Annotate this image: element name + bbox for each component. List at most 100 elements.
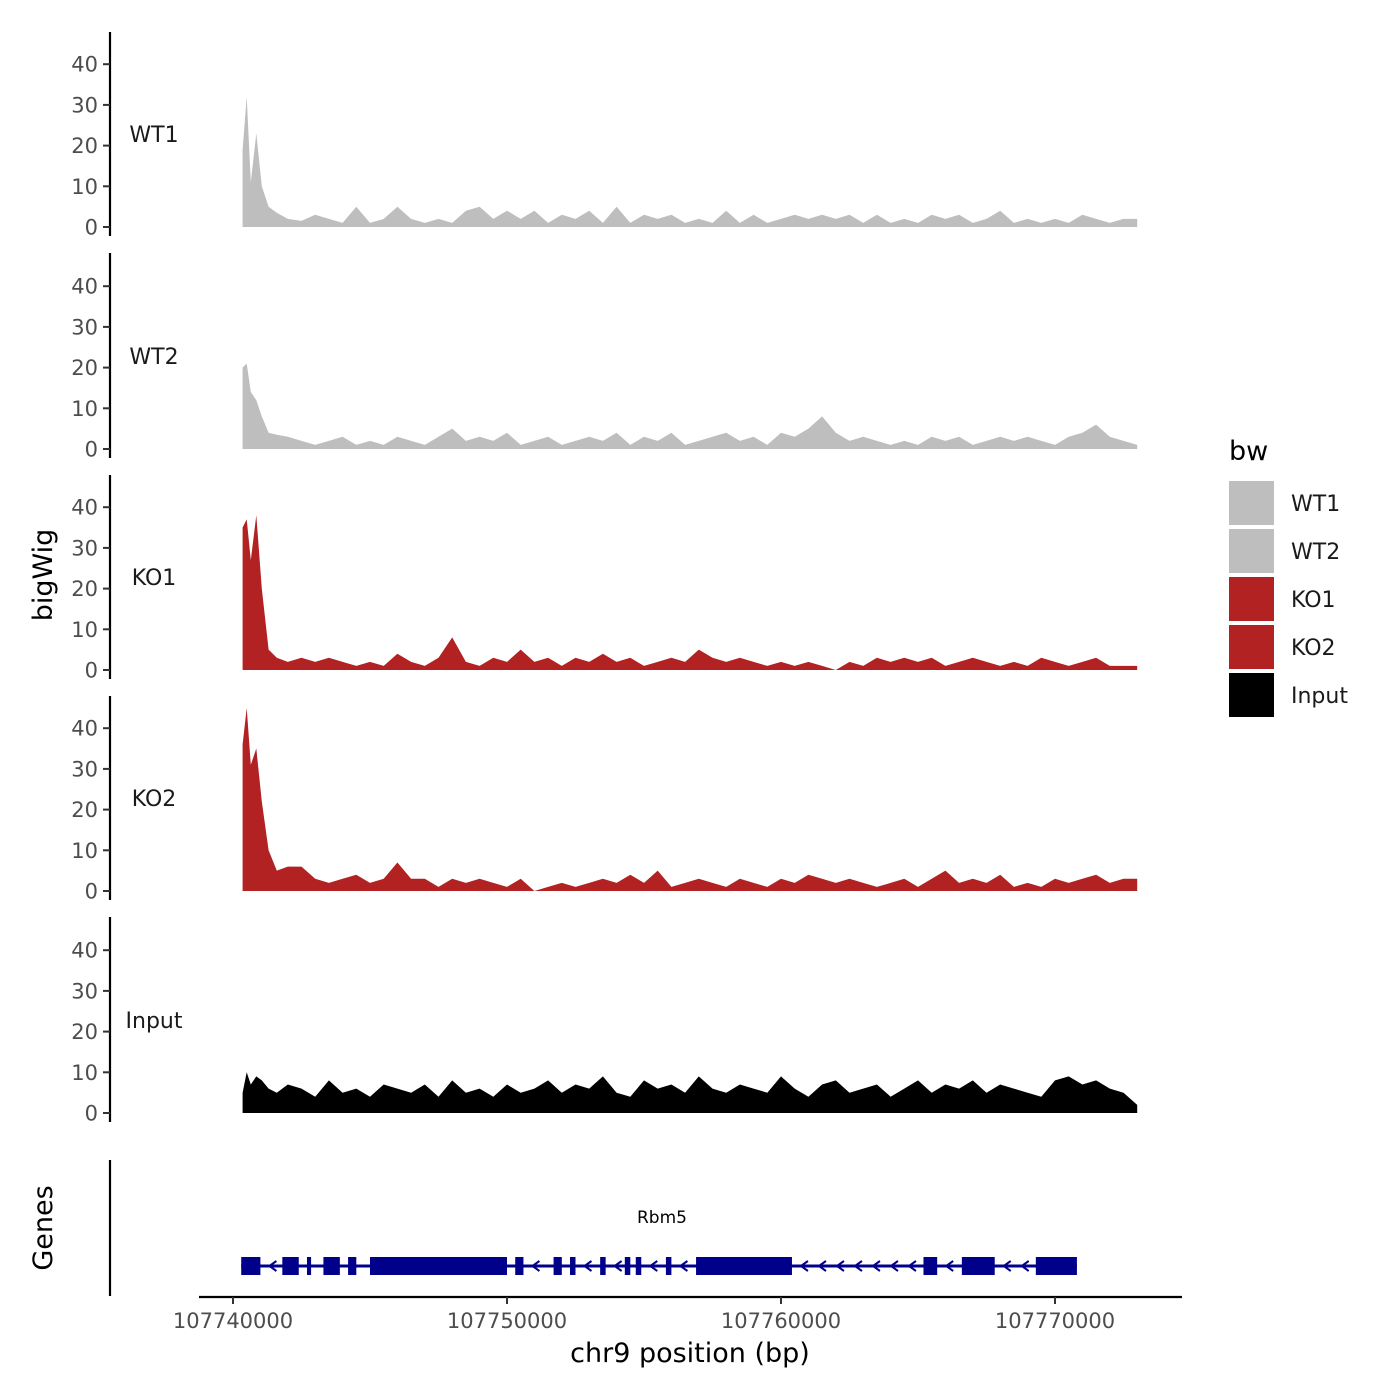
y-tick-label-ko2-20: 20: [71, 798, 98, 822]
strand-arrow: [582, 1260, 593, 1272]
legend-key-ko2: [1229, 625, 1274, 669]
area-ko2: [242, 707, 1138, 891]
strand-arrow: [530, 1260, 541, 1272]
track-ko1: 0 10 20 30 40 KO1: [71, 475, 1138, 683]
y-tick-label-input-20: 20: [71, 1020, 98, 1044]
y-tick-label-ko2-30: 30: [71, 757, 98, 781]
y-tick-label-ko1-0: 0: [85, 659, 98, 683]
y-tick-label-wt1-0: 0: [85, 216, 98, 240]
y-tick-label-wt2-0: 0: [85, 438, 98, 462]
y-tick-label-ko1-10: 10: [71, 618, 98, 642]
exon-17: [1035, 1257, 1077, 1275]
strand-arrow: [267, 1260, 277, 1272]
genes-track: Genes Rbm5: [28, 1160, 1077, 1296]
track-label-wt2: WT2: [129, 345, 178, 370]
exon-2: [282, 1257, 299, 1275]
legend-key-ko1: [1229, 577, 1274, 621]
legend-label-wt1: WT1: [1291, 492, 1340, 517]
legend-label-wt2: WT2: [1291, 540, 1340, 565]
exon-5: [348, 1257, 357, 1275]
genes-track-label: Genes: [28, 1185, 59, 1270]
y-tick-label-wt2-20: 20: [71, 356, 98, 380]
x-ticks: 107740000 107750000 107760000 107770000: [173, 1297, 1115, 1333]
y-tick-label-wt1-20: 20: [71, 134, 98, 158]
y-tick-label-wt2-40: 40: [71, 275, 98, 299]
strand-arrow: [907, 1260, 917, 1272]
y-tick-label-ko2-40: 40: [71, 717, 98, 741]
track-ko2: 0 10 20 30 40 KO2: [71, 696, 1138, 904]
exon-12: [635, 1257, 642, 1275]
y-tick-label-wt1-10: 10: [71, 175, 98, 199]
exon-1: [241, 1257, 261, 1275]
strand-arrow: [853, 1260, 863, 1272]
x-axis-title: chr9 position (bp): [570, 1338, 810, 1369]
area-wt2: [242, 363, 1138, 449]
exon-6: [370, 1257, 507, 1275]
legend-title: bw: [1229, 436, 1268, 467]
bigwig-tracks: 0 10 20 30 40 WT1 0 10 20 30 40 WT2 0 10 20 30 40 KO1 0 10 2…: [71, 32, 1138, 1126]
y-tick-label-wt1-40: 40: [71, 53, 98, 77]
x-tick-label-107760000: 107760000: [721, 1309, 841, 1333]
exon-3: [306, 1257, 312, 1275]
y-tick-label-wt2-30: 30: [71, 315, 98, 339]
x-tick-label-107750000: 107750000: [447, 1309, 567, 1333]
y-tick-label-wt1-30: 30: [71, 93, 98, 117]
y-tick-label-ko1-40: 40: [71, 496, 98, 520]
y-axis-title: bigWig: [28, 529, 59, 622]
y-tick-label-ko2-10: 10: [71, 839, 98, 863]
track-wt1: 0 10 20 30 40 WT1: [71, 32, 1138, 240]
strand-arrow: [944, 1260, 954, 1272]
area-ko1: [242, 515, 1138, 670]
exon-9: [570, 1257, 576, 1275]
x-tick-label-107740000: 107740000: [173, 1309, 293, 1333]
track-label-ko1: KO1: [132, 566, 177, 591]
legend-key-input: [1229, 673, 1274, 717]
strand-arrow: [889, 1260, 899, 1272]
y-tick-label-input-10: 10: [71, 1061, 98, 1085]
legend-label-input: Input: [1291, 684, 1348, 709]
exon-15: [923, 1257, 938, 1275]
strand-arrow: [678, 1260, 688, 1272]
strand-arrow: [1019, 1260, 1030, 1272]
strand-arrow: [871, 1260, 881, 1272]
track-label-input: Input: [126, 1009, 183, 1034]
exon-4: [323, 1257, 340, 1275]
exon-7: [515, 1257, 524, 1275]
gene-name-label: Rbm5: [637, 1208, 687, 1228]
x-axis: 107740000 107750000 107760000 107770000 chr…: [173, 1295, 1182, 1369]
y-tick-label-input-0: 0: [85, 1102, 98, 1126]
area-wt1: [242, 96, 1138, 227]
y-tick-label-input-30: 30: [71, 979, 98, 1003]
x-tick-label-107770000: 107770000: [995, 1309, 1115, 1333]
area-input: [242, 1072, 1138, 1113]
strand-arrow: [817, 1260, 827, 1272]
y-tick-label-input-40: 40: [71, 939, 98, 963]
exon-10: [600, 1257, 606, 1275]
track-label-ko2: KO2: [132, 787, 177, 812]
exon-11: [624, 1257, 631, 1275]
track-wt2: 0 10 20 30 40 WT2: [71, 253, 1138, 462]
legend-key-wt2: [1229, 529, 1274, 573]
exon-8: [553, 1257, 562, 1275]
legend-label-ko2: KO2: [1291, 636, 1336, 661]
exon-13: [665, 1257, 672, 1275]
legend-entries: WT1 WT2 KO1 KO2 Input: [1229, 481, 1348, 717]
strand-arrow: [799, 1260, 809, 1272]
strand-arrow: [835, 1260, 845, 1272]
exon-16: [961, 1257, 995, 1275]
strand-arrow: [648, 1260, 658, 1272]
exon-14: [696, 1257, 792, 1275]
gene-model: [241, 1257, 1077, 1275]
y-tick-label-wt2-10: 10: [71, 397, 98, 421]
track-input: 0 10 20 30 40 Input: [71, 917, 1138, 1126]
y-tick-label-ko1-20: 20: [71, 577, 98, 601]
strand-arrow: [612, 1260, 623, 1272]
legend-key-wt1: [1229, 481, 1274, 525]
y-tick-label-ko2-0: 0: [85, 880, 98, 904]
legend: bw WT1 WT2 KO1 KO2 Input: [1229, 436, 1348, 717]
y-tick-label-ko1-30: 30: [71, 536, 98, 560]
legend-label-ko1: KO1: [1291, 588, 1336, 613]
track-label-wt1: WT1: [129, 123, 178, 148]
strand-arrow: [1001, 1260, 1012, 1272]
